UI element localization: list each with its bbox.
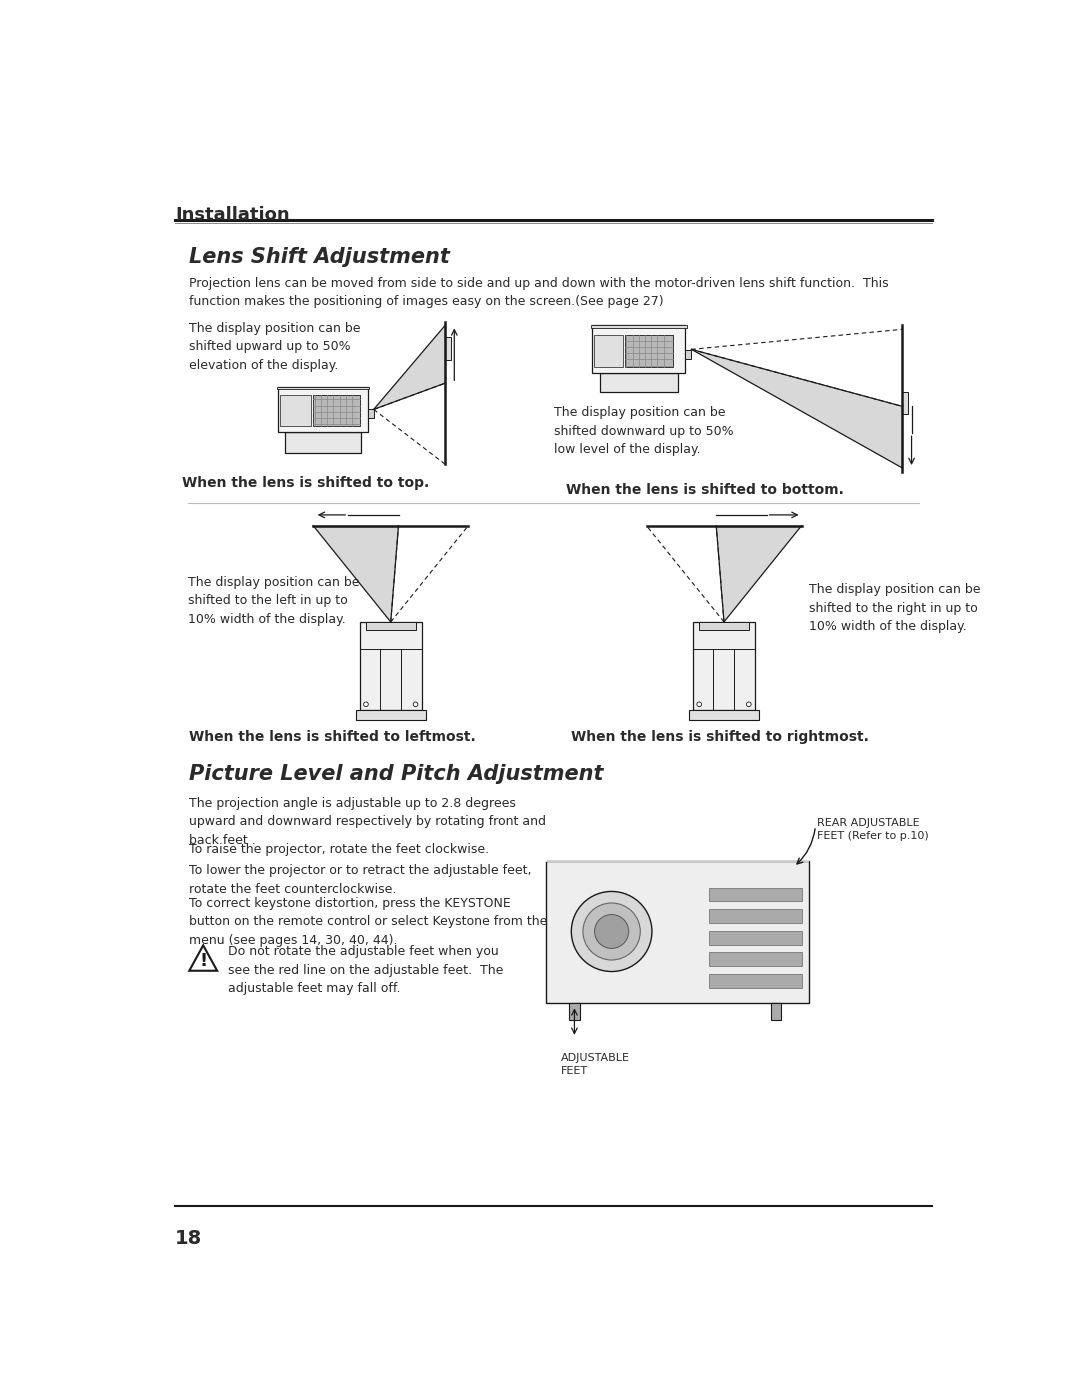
Bar: [770, 1003, 781, 1020]
Text: When the lens is shifted to bottom.: When the lens is shifted to bottom.: [566, 483, 843, 497]
Bar: [360, 622, 422, 711]
Text: The display position can be
shifted to the right in up to
10% width of the displ: The display position can be shifted to t…: [809, 584, 981, 633]
Text: Projection lens can be moved from side to side and up and down with the motor-dr: Projection lens can be moved from side t…: [189, 277, 889, 309]
Circle shape: [583, 902, 640, 960]
Bar: [591, 326, 687, 328]
Bar: [545, 861, 809, 862]
Bar: [445, 337, 451, 360]
Polygon shape: [189, 946, 217, 971]
Text: REAR ADJUSTABLE
FEET (Refer to p.10): REAR ADJUSTABLE FEET (Refer to p.10): [816, 819, 929, 841]
Text: To correct keystone distortion, press the KEYSTONE
button on the remote control : To correct keystone distortion, press th…: [189, 897, 548, 947]
Bar: [689, 711, 759, 719]
Text: When the lens is shifted to leftmost.: When the lens is shifted to leftmost.: [189, 729, 476, 743]
Circle shape: [746, 703, 751, 707]
Text: ADJUSTABLE
FEET: ADJUSTABLE FEET: [562, 1053, 631, 1076]
Bar: [592, 326, 685, 373]
Bar: [902, 393, 908, 414]
Polygon shape: [313, 525, 399, 622]
Circle shape: [364, 703, 368, 707]
Bar: [545, 861, 809, 1003]
Text: When the lens is shifted to top.: When the lens is shifted to top.: [181, 475, 429, 489]
Bar: [366, 622, 416, 630]
Bar: [699, 622, 748, 630]
Text: Do not rotate the adjustable feet when you
see the red line on the adjustable fe: Do not rotate the adjustable feet when y…: [228, 946, 503, 995]
Text: The display position can be
shifted to the left in up to
10% width of the displa: The display position can be shifted to t…: [188, 576, 360, 626]
Text: The display position can be
shifted upward up to 50%
elevation of the display.: The display position can be shifted upwa…: [189, 321, 361, 372]
Bar: [693, 622, 755, 711]
Bar: [367, 409, 374, 418]
Bar: [708, 953, 801, 967]
Text: When the lens is shifted to rightmost.: When the lens is shifted to rightmost.: [571, 729, 869, 743]
Bar: [625, 335, 673, 367]
Text: To lower the projector or to retract the adjustable feet,
rotate the feet counte: To lower the projector or to retract the…: [189, 865, 531, 895]
Bar: [276, 387, 369, 390]
Bar: [685, 351, 691, 359]
Text: Lens Shift Adjustment: Lens Shift Adjustment: [189, 247, 450, 267]
Text: The projection angle is adjustable up to 2.8 degrees
upward and downward respect: The projection angle is adjustable up to…: [189, 796, 546, 847]
Polygon shape: [691, 349, 902, 468]
Bar: [708, 974, 801, 988]
Text: Picture Level and Pitch Adjustment: Picture Level and Pitch Adjustment: [189, 764, 604, 784]
Polygon shape: [374, 326, 445, 409]
Text: !: !: [199, 953, 207, 970]
Circle shape: [414, 703, 418, 707]
Polygon shape: [716, 525, 801, 622]
Text: Installation: Installation: [175, 207, 289, 224]
Circle shape: [595, 915, 629, 949]
Circle shape: [571, 891, 652, 971]
Bar: [356, 711, 426, 719]
Bar: [708, 930, 801, 944]
Circle shape: [697, 703, 702, 707]
Bar: [313, 395, 360, 426]
Bar: [600, 373, 677, 393]
Text: The display position can be
shifted downward up to 50%
low level of the display.: The display position can be shifted down…: [554, 407, 733, 457]
Bar: [708, 909, 801, 923]
Text: To raise the projector, rotate the feet clockwise.: To raise the projector, rotate the feet …: [189, 842, 489, 856]
Text: 18: 18: [175, 1229, 203, 1248]
Bar: [279, 387, 367, 432]
Bar: [284, 432, 362, 453]
Bar: [569, 1003, 580, 1020]
Bar: [708, 887, 801, 901]
Bar: [594, 335, 623, 367]
Bar: [280, 395, 311, 426]
